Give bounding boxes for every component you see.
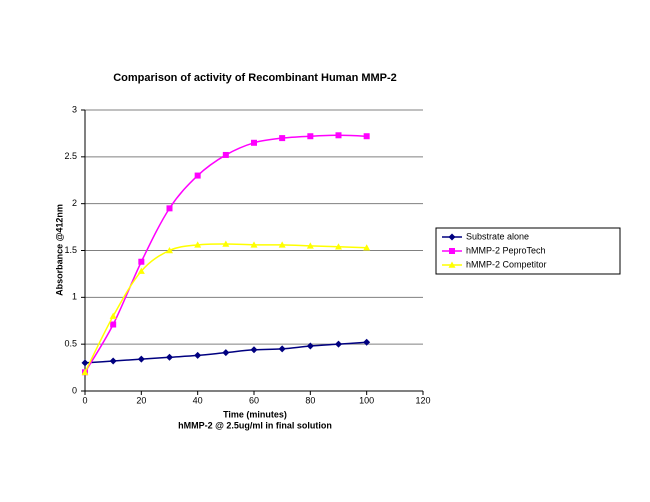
data-point bbox=[250, 241, 258, 248]
y-tick-label: 2 bbox=[72, 198, 77, 208]
x-axis-title: Time (minutes) bbox=[223, 409, 287, 419]
data-point bbox=[194, 172, 201, 179]
data-point bbox=[363, 244, 371, 251]
data-point bbox=[222, 151, 229, 158]
data-point bbox=[166, 205, 173, 212]
data-point bbox=[251, 139, 257, 146]
y-tick-label: 0 bbox=[72, 385, 77, 395]
legend-marker bbox=[448, 261, 456, 268]
data-point bbox=[363, 133, 370, 140]
data-point bbox=[109, 357, 117, 365]
data-point bbox=[278, 241, 286, 248]
x-axis-subtitle: hMMP-2 @ 2.5ug/ml in final solution bbox=[178, 420, 332, 430]
x-tick-label: 60 bbox=[249, 395, 259, 405]
data-point bbox=[335, 132, 342, 139]
data-point bbox=[306, 242, 314, 249]
data-point bbox=[278, 345, 286, 353]
legend-label: Substrate alone bbox=[466, 231, 529, 241]
legend bbox=[435, 227, 621, 275]
data-point bbox=[138, 258, 145, 265]
y-axis-title: Absorbance @412nm bbox=[54, 204, 64, 296]
legend-label: hMMP-2 Competitor bbox=[466, 259, 547, 269]
y-tick-label: 1 bbox=[72, 292, 77, 302]
data-point bbox=[363, 338, 371, 346]
y-tick-label: 3 bbox=[72, 104, 77, 114]
x-tick-label: 100 bbox=[359, 395, 374, 405]
data-point bbox=[250, 346, 258, 354]
legend-label: hMMP-2 PeproTech bbox=[466, 245, 546, 255]
data-point bbox=[194, 241, 202, 248]
y-tick-label: 2.5 bbox=[64, 151, 77, 161]
data-point bbox=[335, 243, 342, 250]
chart-title: Comparison of activity of Recombinant Hu… bbox=[113, 72, 397, 84]
data-point bbox=[222, 349, 230, 357]
data-point bbox=[306, 342, 314, 350]
y-tick-label: 0.5 bbox=[64, 339, 77, 349]
series-line bbox=[84, 134, 367, 373]
x-tick-label: 20 bbox=[136, 395, 146, 405]
data-point bbox=[335, 340, 342, 348]
x-tick-label: 40 bbox=[193, 395, 203, 405]
data-point bbox=[81, 368, 89, 376]
x-tick-label: 0 bbox=[82, 395, 87, 405]
data-point bbox=[194, 351, 202, 359]
data-point bbox=[137, 267, 145, 274]
data-point bbox=[110, 321, 117, 328]
data-point bbox=[166, 353, 173, 361]
data-point bbox=[81, 359, 89, 367]
data-point bbox=[137, 355, 145, 363]
data-point bbox=[279, 135, 286, 142]
data-point bbox=[109, 312, 117, 319]
y-tick-label: 1.5 bbox=[64, 245, 77, 255]
x-tick-label: 80 bbox=[305, 395, 315, 405]
data-point bbox=[222, 240, 230, 247]
legend-marker bbox=[449, 248, 455, 254]
x-tick-label: 120 bbox=[415, 395, 430, 405]
data-point bbox=[307, 133, 314, 140]
data-point bbox=[166, 247, 173, 254]
legend-marker bbox=[448, 233, 456, 241]
